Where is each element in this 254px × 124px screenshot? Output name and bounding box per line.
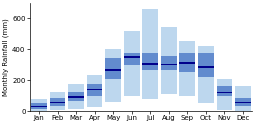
Bar — [105, 69, 121, 71]
Bar — [123, 56, 139, 58]
Bar — [197, 46, 213, 103]
Bar — [216, 92, 231, 93]
Bar — [68, 84, 84, 109]
Bar — [50, 98, 65, 106]
Bar — [105, 49, 121, 102]
Bar — [142, 53, 157, 70]
Bar — [86, 76, 102, 107]
Bar — [234, 86, 250, 111]
Bar — [160, 64, 176, 65]
Bar — [179, 41, 195, 96]
Bar — [216, 79, 231, 109]
Bar — [50, 102, 65, 103]
Bar — [234, 102, 250, 103]
Bar — [31, 99, 47, 111]
Bar — [50, 93, 65, 110]
Y-axis label: Monthly Rainfall (mm): Monthly Rainfall (mm) — [3, 18, 9, 96]
Bar — [197, 53, 213, 77]
Bar — [160, 27, 176, 94]
Bar — [105, 58, 121, 79]
Bar — [142, 63, 157, 65]
Bar — [179, 62, 195, 64]
Bar — [86, 89, 102, 90]
Bar — [86, 84, 102, 96]
Bar — [123, 31, 139, 96]
Bar — [68, 92, 84, 101]
Bar — [179, 53, 195, 72]
Bar — [234, 98, 250, 106]
Bar — [31, 103, 47, 109]
Bar — [31, 106, 47, 107]
Bar — [68, 96, 84, 98]
Bar — [160, 56, 176, 70]
Bar — [197, 66, 213, 68]
Bar — [216, 86, 231, 96]
Bar — [123, 53, 139, 65]
Bar — [142, 9, 157, 99]
